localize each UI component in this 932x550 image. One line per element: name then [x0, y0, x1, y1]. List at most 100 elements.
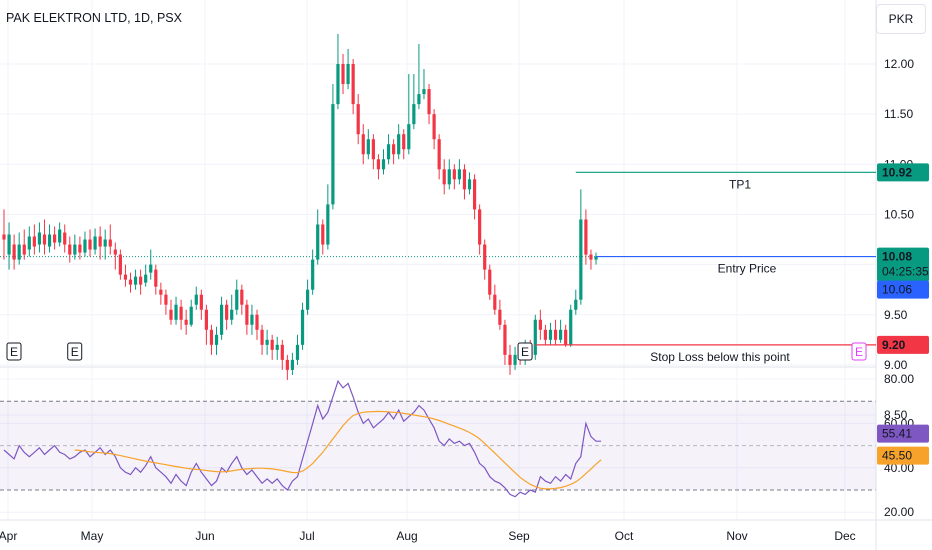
candle-body	[346, 64, 350, 85]
candle-body	[139, 276, 143, 285]
candle-body	[553, 329, 558, 340]
candle-body	[154, 269, 158, 287]
candle-body	[159, 289, 163, 295]
candle-body	[503, 324, 507, 355]
candle-body	[493, 294, 497, 310]
candle-body	[149, 264, 153, 273]
candle-body	[7, 234, 11, 255]
candle-body	[2, 234, 6, 240]
candle-body	[351, 64, 355, 105]
bid-price-badge	[877, 280, 929, 299]
candle-body	[214, 334, 219, 345]
candle-body	[255, 314, 259, 330]
candle-body	[37, 232, 42, 245]
candle-body	[548, 329, 553, 340]
rsi-value-text: 55.41	[882, 427, 912, 441]
candle-body	[270, 339, 274, 350]
price-tick-label: 8.50	[884, 408, 908, 422]
stop-loss-price-badge	[877, 335, 929, 354]
earnings-marker-label: E	[10, 345, 18, 359]
candle-body	[245, 304, 249, 325]
candle-body	[478, 209, 482, 245]
chart-title: PAK ELEKTRON LTD, 1D, PSX	[6, 11, 183, 25]
candle-body	[457, 169, 461, 180]
candle-body	[295, 344, 300, 360]
time-axis[interactable]: Apr May Jun Jul Aug Sep Oct Nov Dec	[0, 529, 856, 543]
candle-body	[513, 354, 517, 365]
candle-body	[73, 244, 77, 255]
candle-body	[219, 304, 224, 335]
candle-body	[483, 244, 487, 270]
earnings-marker-label: E	[855, 345, 863, 359]
candle-body	[356, 104, 360, 135]
candle-body	[194, 294, 198, 305]
candle-body	[300, 309, 305, 345]
time-tick-label: Apr	[0, 529, 17, 543]
candle-body	[240, 289, 244, 305]
candle-body	[381, 159, 386, 170]
candle-body	[174, 304, 178, 320]
candle-body	[280, 344, 284, 360]
candle-body	[569, 309, 573, 345]
candle-body	[204, 309, 208, 330]
time-tick-label: Sep	[508, 529, 530, 543]
candle-body	[98, 236, 102, 247]
price-tick-label: 11.50	[884, 107, 913, 121]
candle-body	[336, 64, 340, 105]
candle-body	[260, 329, 264, 345]
price-tick-label: 9.50	[884, 308, 908, 322]
bid-price-text: 10.06	[882, 283, 912, 297]
candle-body	[93, 236, 97, 250]
candle-body	[83, 239, 87, 253]
tp-price-badge	[877, 163, 929, 182]
candle-body	[179, 306, 183, 320]
time-tick-label: Jun	[195, 529, 214, 543]
candle-body	[442, 169, 446, 185]
candle-body	[462, 169, 467, 190]
time-tick-label: Oct	[615, 529, 634, 543]
candle-body	[285, 359, 289, 370]
candle-body	[164, 294, 168, 305]
currency-button[interactable]: PKR	[876, 4, 926, 34]
time-tick-label: Nov	[726, 529, 747, 543]
candle-body	[386, 144, 391, 160]
candle-body	[225, 304, 229, 320]
candle-body	[402, 134, 406, 150]
candle-body	[169, 309, 173, 320]
candle-body	[331, 104, 335, 205]
candle-body	[68, 244, 72, 255]
candle-body	[533, 319, 537, 355]
candle-body	[133, 276, 138, 285]
candle-body	[123, 274, 128, 280]
stop-loss-label: Stop Loss below this point	[650, 350, 790, 364]
earnings-marker-box	[851, 342, 867, 361]
candle-body	[341, 64, 345, 85]
candle-body	[589, 254, 593, 260]
candle-body	[265, 339, 269, 345]
candle-body	[412, 104, 416, 125]
candle-body	[427, 89, 431, 115]
rsi-value-badge	[877, 424, 929, 443]
candle-body	[22, 244, 26, 255]
price-tick-label: 10.50	[884, 207, 914, 221]
candle-body	[275, 344, 279, 350]
candle-body	[543, 329, 548, 340]
candle-body	[376, 159, 381, 170]
candle-body	[306, 289, 310, 310]
earnings-marker-label: E	[521, 345, 529, 359]
stop-loss-price-text: 9.20	[882, 338, 906, 352]
candle-body	[498, 309, 502, 325]
candle-body	[417, 94, 421, 105]
candle-body	[290, 359, 295, 370]
candle-body	[594, 256, 598, 260]
candle-body	[437, 139, 441, 170]
candle-body	[452, 169, 456, 180]
candle-body	[17, 244, 21, 260]
entry-price-text: 10.08	[882, 250, 912, 264]
price-tick-label: 9.00	[884, 358, 908, 372]
candle-body	[447, 169, 451, 185]
rsi-ma-value-text: 45.50	[882, 449, 912, 463]
